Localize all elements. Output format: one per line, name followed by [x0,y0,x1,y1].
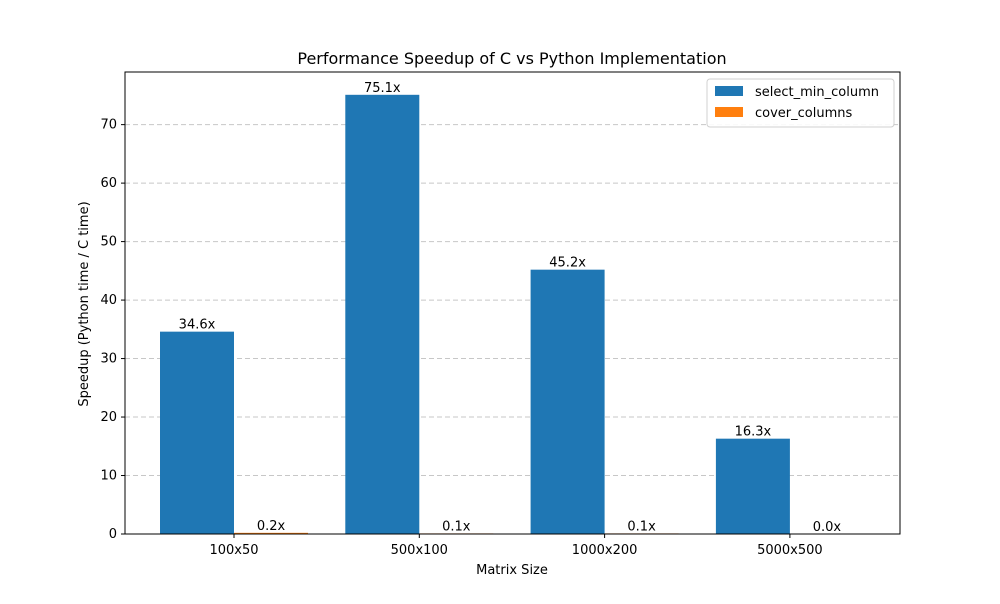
y-tick-label: 10 [100,469,117,484]
grid-layer [125,124,900,477]
data-label: 45.2x [549,256,586,271]
data-label: 0.0x [813,520,842,535]
data-label: 0.1x [442,519,471,534]
bar-cover_columns-100x50 [234,532,308,534]
y-axis: 0 10 20 30 40 50 60 70 [100,118,125,542]
legend: select_min_column cover_columns [706,78,895,128]
legend-box [706,78,895,128]
data-label: 16.3x [735,425,772,440]
data-label: 0.1x [627,519,656,534]
y-tick-label: 50 [100,235,117,250]
y-tick-label: 40 [100,293,117,308]
x-tick-label: 500x100 [391,543,448,558]
y-tick-label: 60 [100,176,117,191]
chart-title: Performance Speedup of C vs Python Imple… [297,49,726,68]
bar-select_min_column-500x100 [345,94,420,535]
plot-frame [124,71,901,535]
bars-layer [160,94,790,535]
legend-swatch-select_min_column [715,86,743,96]
legend-label-select_min_column: select_min_column [755,85,879,100]
data-label: 34.6x [179,318,216,333]
data-label: 0.2x [257,519,286,534]
data-labels-layer: 34.6x 0.2x 75.1x 0.1x 45.2x 0.1x 16.3x 0.0x [179,81,842,535]
y-tick-label: 30 [100,352,117,367]
y-tick-label: 20 [100,410,117,425]
x-tick-label: 5000x500 [757,543,823,558]
data-label: 75.1x [364,81,401,96]
bar-select_min_column-1000x200 [530,269,605,534]
x-tick-label: 1000x200 [572,543,638,558]
legend-label-cover_columns: cover_columns [755,106,852,121]
x-axis: 100x50 500x100 1000x200 5000x500 [209,534,823,558]
legend-swatch-cover_columns [715,107,743,117]
y-axis-label: Speedup (Python time / C time) [77,201,92,406]
bar-select_min_column-100x50 [160,331,234,534]
x-tick-label: 100x50 [209,543,258,558]
y-tick-label: 0 [109,527,117,542]
bar-select_min_column-5000x500 [715,438,790,534]
x-axis-label: Matrix Size [476,563,548,578]
y-tick-label: 70 [100,118,117,133]
